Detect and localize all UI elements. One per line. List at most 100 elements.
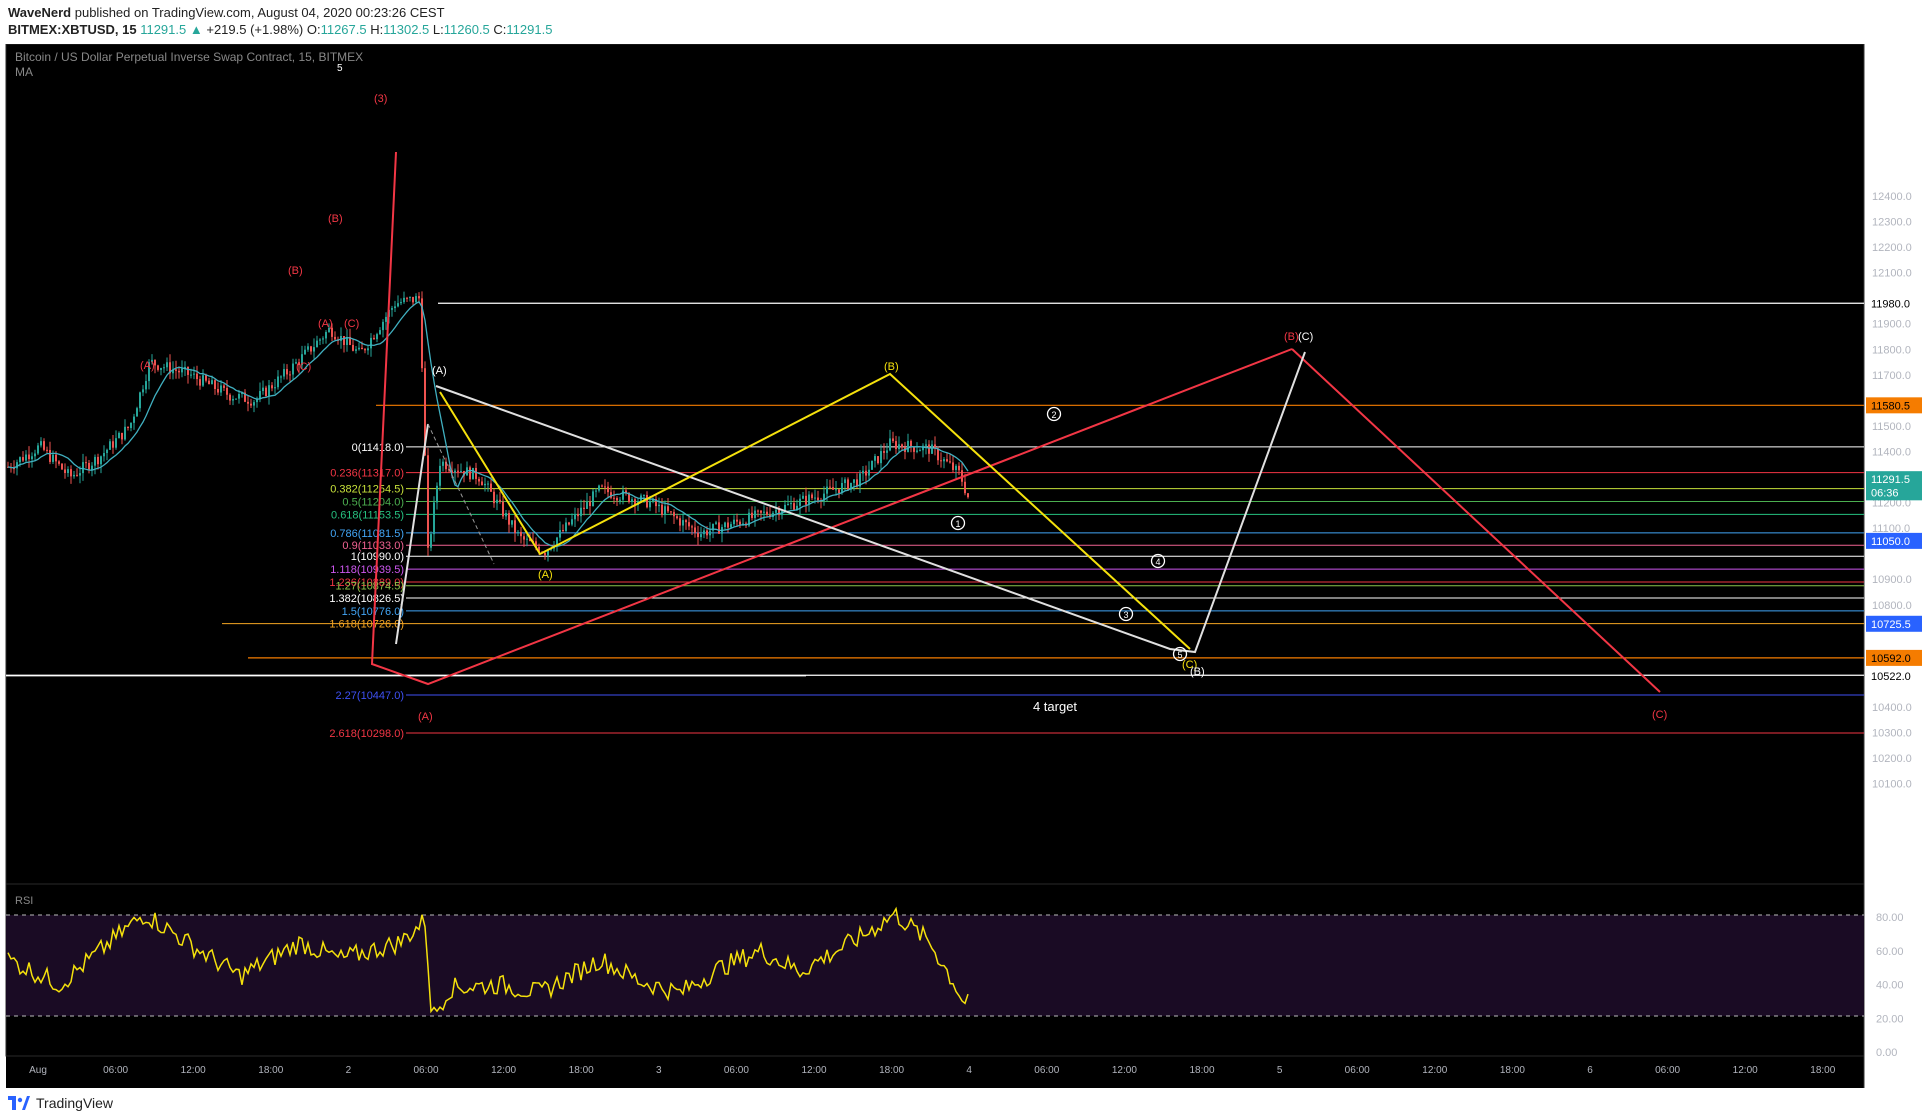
red-wave-path xyxy=(370,151,1293,686)
time-tick-label: 18:00 xyxy=(1810,1065,1835,1076)
tradingview-logo-icon xyxy=(8,1096,30,1110)
candle xyxy=(487,480,489,492)
wave-drawings xyxy=(370,151,1661,693)
candle xyxy=(802,491,804,500)
candle xyxy=(247,395,249,412)
candle xyxy=(868,461,870,481)
candle xyxy=(625,487,627,496)
candle xyxy=(208,377,210,385)
candle xyxy=(574,507,576,528)
wave-count-text: 5 xyxy=(1177,650,1182,660)
wave-count-text: 2 xyxy=(1051,410,1056,420)
price-tick-label: 10300.0 xyxy=(1872,728,1912,740)
candle xyxy=(775,501,777,522)
fib-level-label: 1.27(10874.5) xyxy=(336,581,405,593)
candle xyxy=(67,466,69,477)
author-name[interactable]: WaveNerd xyxy=(8,5,72,20)
candle xyxy=(286,364,288,380)
candle xyxy=(391,305,393,317)
price-tick-label: 11400.0 xyxy=(1872,446,1911,458)
candle xyxy=(139,391,141,412)
wave-count-text: 5 xyxy=(337,63,343,74)
candle xyxy=(100,455,102,474)
candle xyxy=(967,493,969,499)
candle xyxy=(901,443,903,451)
candle xyxy=(313,338,315,359)
candle xyxy=(277,370,279,390)
price-tag: 11980.0 xyxy=(1866,295,1922,312)
tradingview-brand[interactable]: TradingView xyxy=(8,1095,113,1111)
candle xyxy=(397,295,399,308)
rsi-band xyxy=(6,915,1864,1016)
candle xyxy=(568,521,570,526)
candle xyxy=(907,433,909,453)
candle xyxy=(118,431,120,439)
fib-level-label: 2.618(10298.0) xyxy=(329,728,404,740)
price-tick-label: 12300.0 xyxy=(1872,217,1912,229)
fib-level-label: 0.382(11254.5) xyxy=(330,484,404,496)
candle xyxy=(34,449,36,462)
wave-count-markers: 1 2 3 4 5 5 xyxy=(337,63,1188,662)
price-tick-label: 11200.0 xyxy=(1872,498,1911,510)
candle xyxy=(64,463,66,479)
time-tick-label: 18:00 xyxy=(569,1065,594,1076)
wave-label: (B) xyxy=(288,265,303,277)
wave-label: (C) xyxy=(296,361,311,373)
candle xyxy=(394,300,396,312)
white-wave-path xyxy=(435,351,1306,654)
candle xyxy=(709,522,711,542)
price-tag-label: 10592.0 xyxy=(1871,653,1911,665)
candle xyxy=(262,380,264,395)
time-tick-label: 3 xyxy=(656,1065,662,1076)
price-tick-label: 12400.0 xyxy=(1872,191,1912,203)
candle xyxy=(796,499,798,511)
candle xyxy=(385,312,387,330)
candle xyxy=(193,366,195,380)
low-label: L: xyxy=(432,22,444,37)
price-chart[interactable]: Bitcoin / US Dollar Perpetual Inverse Sw… xyxy=(0,44,1924,1089)
price-tick-label: 12200.0 xyxy=(1872,242,1912,254)
candle xyxy=(76,468,78,477)
candle xyxy=(364,348,366,354)
brand-name: TradingView xyxy=(36,1095,114,1111)
candle xyxy=(409,296,411,302)
rsi-tick-label: 0.00 xyxy=(1876,1047,1897,1059)
candle xyxy=(712,523,714,539)
time-tick-label: 18:00 xyxy=(879,1065,904,1076)
candle xyxy=(142,385,144,397)
price-tick-label: 10200.0 xyxy=(1872,753,1912,765)
time-tick-label: 06:00 xyxy=(1345,1065,1370,1076)
symbol-info: BITMEX:XBTUSD, 15 11291.5 ▲ +219.5 (+1.9… xyxy=(8,22,552,37)
publish-date: published on TradingView.com, August 04,… xyxy=(74,5,445,20)
candle xyxy=(922,443,924,458)
time-tick-label: 18:00 xyxy=(258,1065,283,1076)
candle xyxy=(898,436,900,454)
time-tick-label: 18:00 xyxy=(1189,1065,1214,1076)
candle xyxy=(496,494,498,511)
candle xyxy=(946,452,948,463)
candle xyxy=(859,470,861,493)
candle xyxy=(679,515,681,532)
wave-count-marker: 3 xyxy=(1118,606,1134,622)
candle xyxy=(43,438,45,452)
low-value: 11260.5 xyxy=(443,22,490,37)
price-tag-label: 10522.0 xyxy=(1871,671,1911,683)
candle xyxy=(472,467,474,480)
time-tick-label: 5 xyxy=(1277,1065,1283,1076)
fib-level-label: 1.118(10939.5) xyxy=(330,564,404,576)
candle xyxy=(349,328,351,346)
candle xyxy=(442,458,444,472)
candle xyxy=(280,375,282,383)
candle xyxy=(805,487,807,513)
fib-level-label: 0.786(11081.5) xyxy=(330,528,404,540)
candle xyxy=(115,430,117,450)
fib-level-label: 1.618(10726.0) xyxy=(329,619,404,631)
wave-label: (C) xyxy=(344,318,359,330)
candle xyxy=(754,506,756,527)
candle xyxy=(493,488,495,508)
candle xyxy=(613,490,615,505)
wave-count-marker: 5 xyxy=(1172,646,1188,662)
candle xyxy=(37,442,39,456)
candle xyxy=(484,477,486,492)
close-value: 11291.5 xyxy=(506,22,553,37)
